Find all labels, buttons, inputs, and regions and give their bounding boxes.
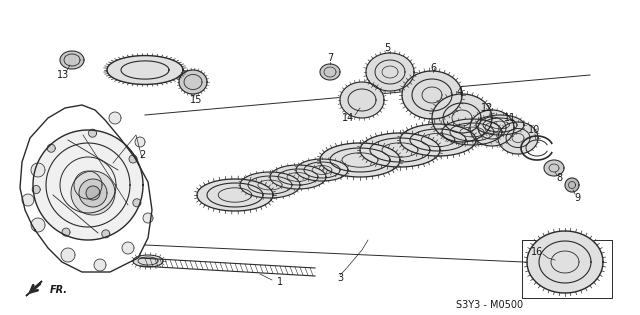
Text: 16: 16 [531,247,543,257]
Polygon shape [544,160,564,176]
Polygon shape [498,122,538,154]
Polygon shape [129,155,137,163]
Polygon shape [366,53,414,91]
Text: 14: 14 [342,113,354,123]
Text: 15: 15 [190,95,202,105]
Text: 9: 9 [574,193,580,203]
Text: 6: 6 [430,63,436,73]
Polygon shape [143,213,153,223]
Polygon shape [79,179,107,207]
Polygon shape [62,228,70,236]
Polygon shape [135,137,145,147]
Polygon shape [360,133,440,167]
Polygon shape [31,163,45,177]
Polygon shape [122,242,134,254]
Polygon shape [442,119,502,145]
Polygon shape [320,143,400,177]
Text: S3Y3 - M0500: S3Y3 - M0500 [456,300,524,310]
Polygon shape [102,230,110,238]
Polygon shape [22,194,34,206]
Text: 1: 1 [277,277,283,287]
Polygon shape [133,199,141,207]
Text: 8: 8 [556,173,562,183]
Polygon shape [60,51,84,69]
Text: 12: 12 [481,103,493,113]
Polygon shape [270,165,326,189]
Polygon shape [197,179,273,211]
Polygon shape [470,110,514,146]
Polygon shape [86,186,100,200]
Text: 3: 3 [337,273,343,283]
Polygon shape [107,55,183,84]
Polygon shape [31,218,45,232]
Polygon shape [32,186,40,193]
Polygon shape [133,255,163,267]
Text: 7: 7 [327,53,333,63]
Text: 10: 10 [528,125,540,135]
Polygon shape [47,144,55,152]
Polygon shape [527,231,603,293]
Polygon shape [179,70,207,94]
Polygon shape [400,124,476,156]
Text: 4: 4 [457,87,463,97]
Polygon shape [240,172,300,198]
Polygon shape [94,259,106,271]
Polygon shape [565,178,579,192]
Polygon shape [26,281,42,296]
Polygon shape [340,82,384,118]
Polygon shape [71,171,115,215]
Polygon shape [320,64,340,80]
Text: 2: 2 [139,150,145,160]
Polygon shape [88,129,97,137]
Polygon shape [402,71,462,119]
Polygon shape [432,94,492,142]
Text: 13: 13 [57,70,69,80]
Polygon shape [476,115,524,135]
Polygon shape [61,248,75,262]
Polygon shape [109,112,121,124]
Text: 11: 11 [504,113,516,123]
Text: 5: 5 [384,43,390,53]
Text: FR.: FR. [50,285,68,295]
Polygon shape [33,130,143,240]
Polygon shape [296,159,348,181]
